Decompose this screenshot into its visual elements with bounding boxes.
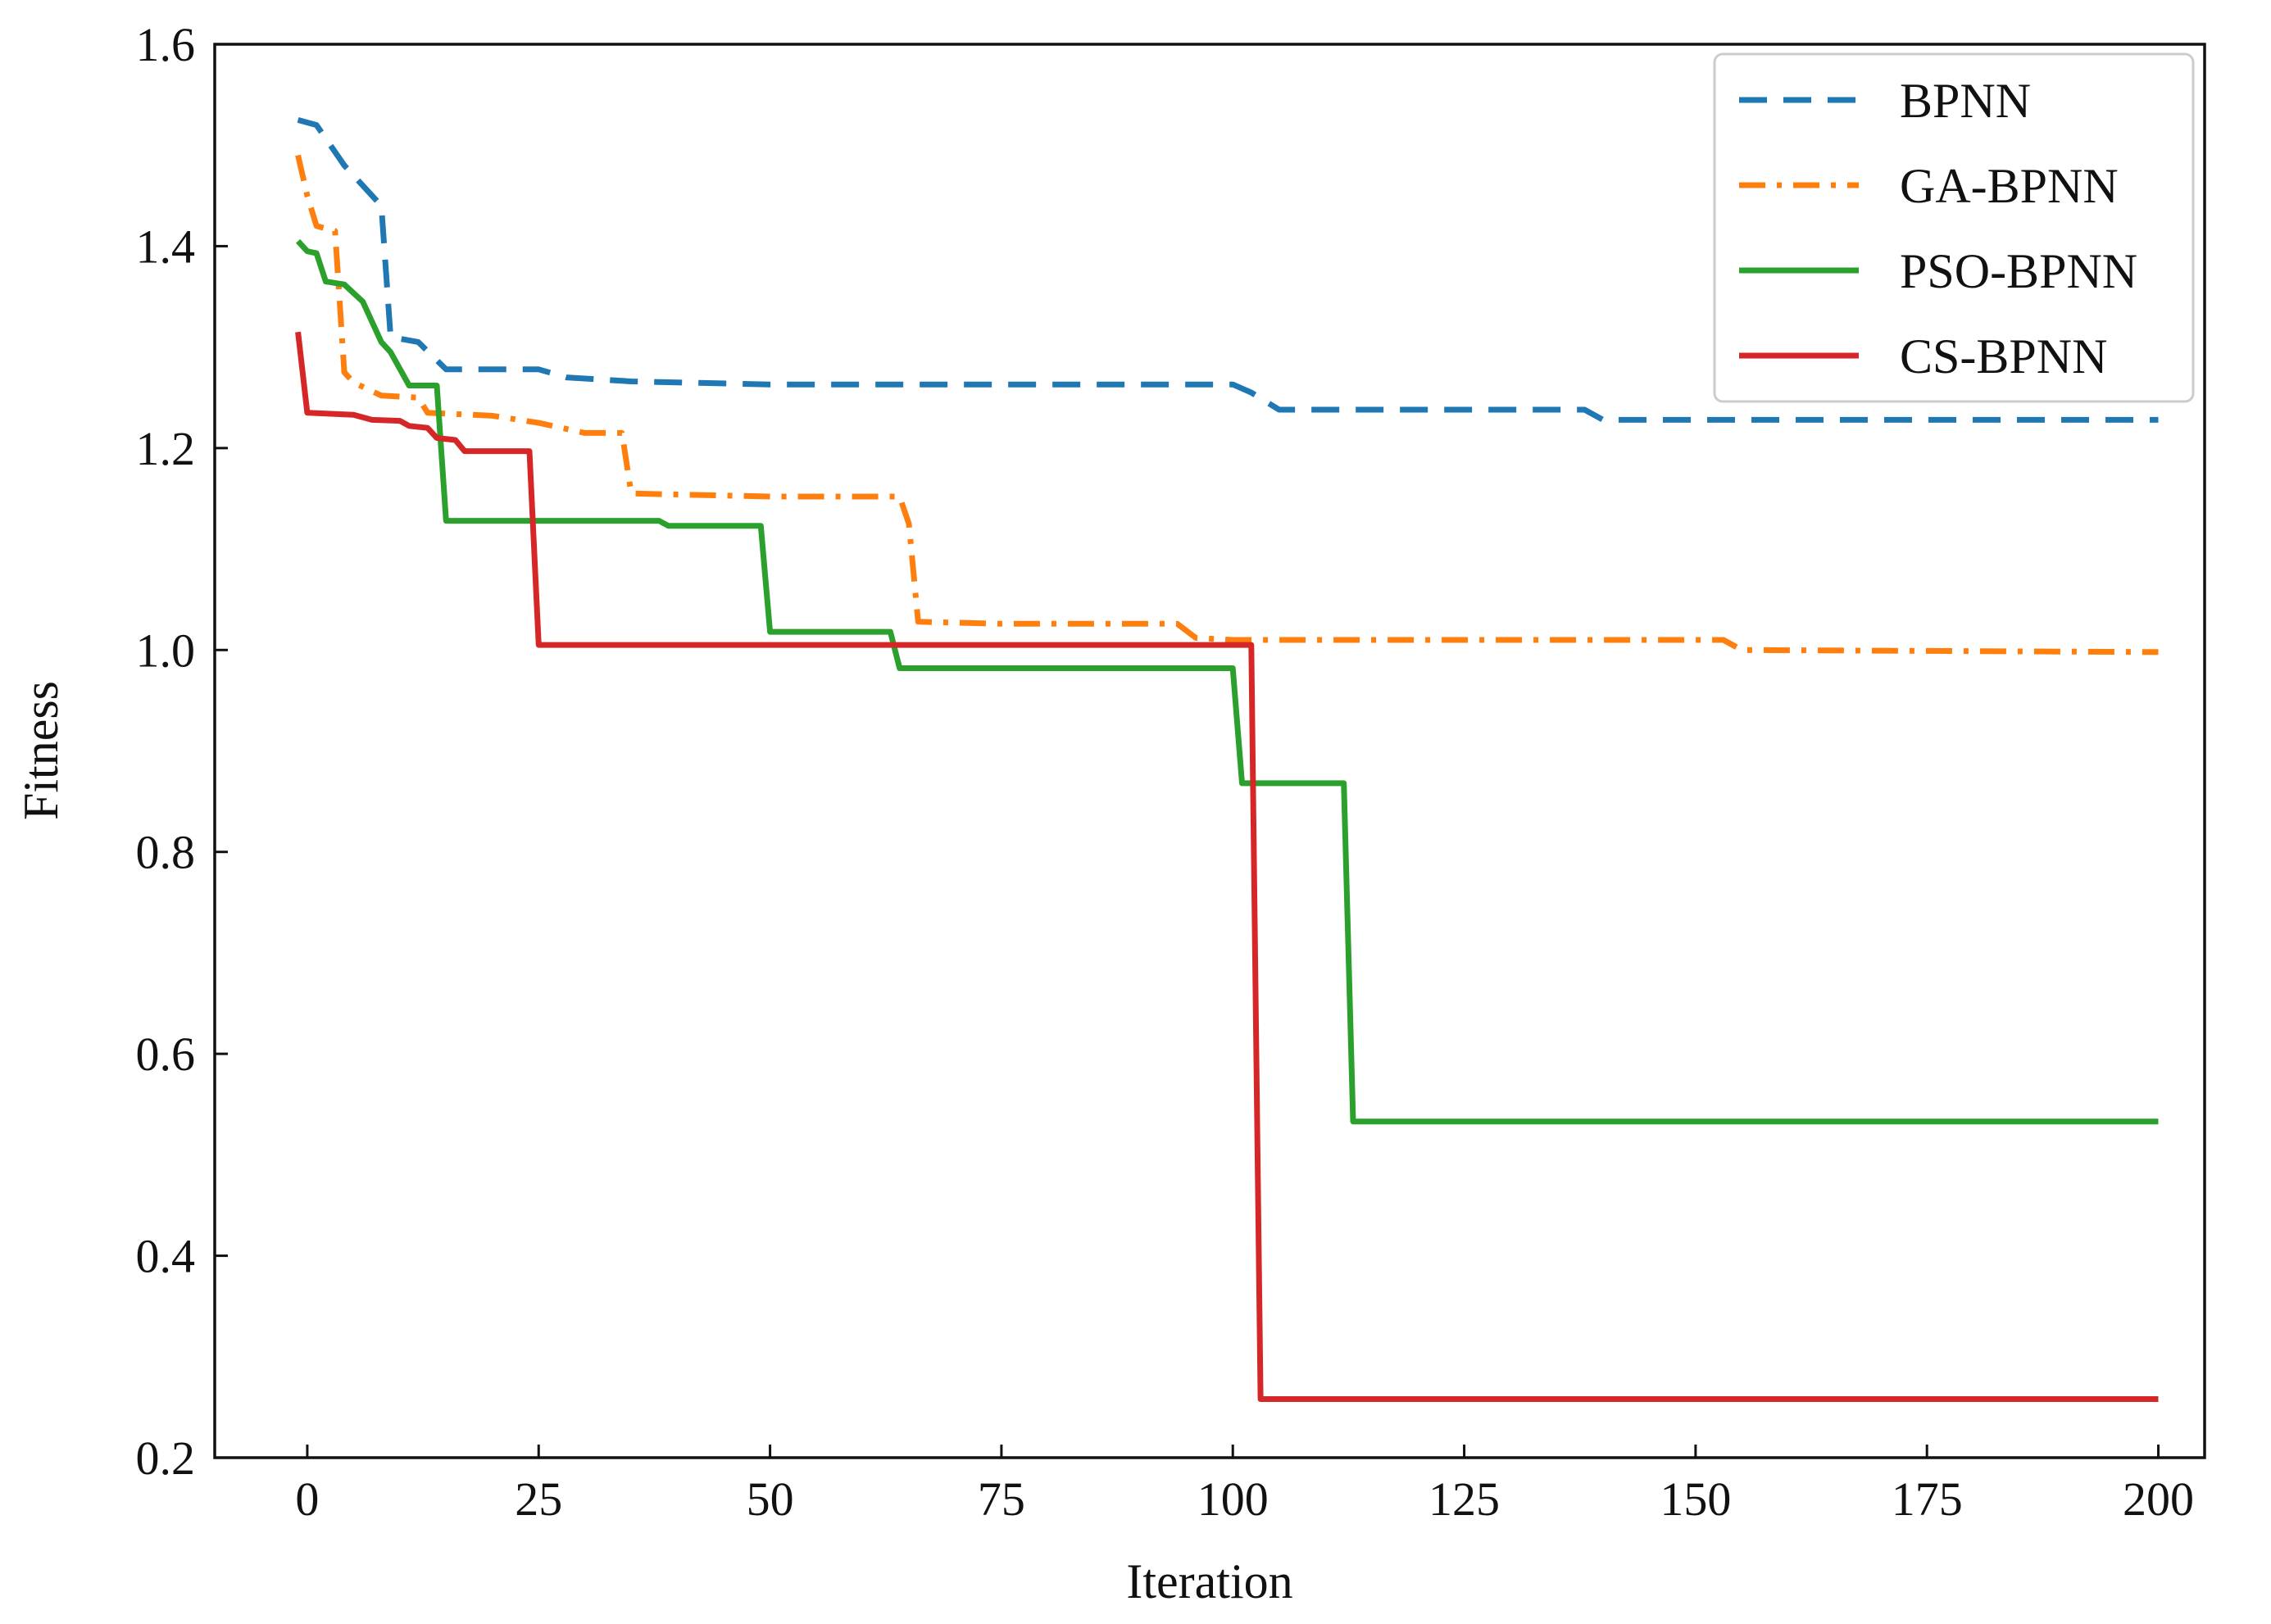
series-layer <box>295 117 2159 1402</box>
x-tick-label: 50 <box>747 1472 794 1526</box>
x-tick-label: 0 <box>295 1472 319 1526</box>
series-line-cs-bpnn <box>295 331 2159 1402</box>
x-tick-label: 125 <box>1428 1472 1500 1526</box>
series-line-pso-bpnn <box>296 238 2159 1125</box>
legend-items: BPNN GA-BPNN PSO-BPNN CS-BPNN <box>1739 74 2137 383</box>
y-tick-label: 0.2 <box>136 1431 196 1485</box>
legend-label-cs-bpnn: CS-BPNN <box>1900 329 2107 383</box>
series-line-ga-bpnn <box>295 154 2159 655</box>
legend-label-ga-bpnn: GA-BPNN <box>1900 159 2119 213</box>
y-axis-title: Fitness <box>14 681 68 820</box>
y-tick-label: 0.8 <box>136 826 196 879</box>
x-tick-label: 150 <box>1660 1472 1731 1526</box>
x-tick-label: 25 <box>515 1472 562 1526</box>
x-axis-title: Iteration <box>1126 1554 1292 1608</box>
x-tick-label: 200 <box>2123 1472 2194 1526</box>
legend-label-pso-bpnn: PSO-BPNN <box>1900 244 2137 298</box>
x-tick-label: 75 <box>978 1472 1025 1526</box>
y-tick-label: 0.4 <box>136 1230 196 1283</box>
legend-label-bpnn: BPNN <box>1900 74 2031 128</box>
x-tick-label: 100 <box>1197 1472 1269 1526</box>
y-tick-label: 0.6 <box>136 1027 196 1081</box>
y-tick-label: 1.0 <box>136 624 196 677</box>
series-line-bpnn <box>297 117 2159 423</box>
y-tick-label: 1.4 <box>136 220 196 273</box>
legend: BPNN GA-BPNN PSO-BPNN CS-BPNN <box>1713 52 2195 403</box>
y-axis-ticks: 0.2 0.4 0.6 0.8 1.0 1.2 1.4 1.6 <box>136 18 228 1485</box>
x-tick-label: 175 <box>1892 1472 1963 1526</box>
x-axis-ticks: 0 25 50 75 100 125 150 175 200 <box>295 1445 2194 1526</box>
y-tick-label: 1.2 <box>136 422 196 475</box>
y-tick-label: 1.6 <box>136 18 196 71</box>
legend-box <box>1713 52 2195 403</box>
plot-frame <box>213 43 2206 1459</box>
